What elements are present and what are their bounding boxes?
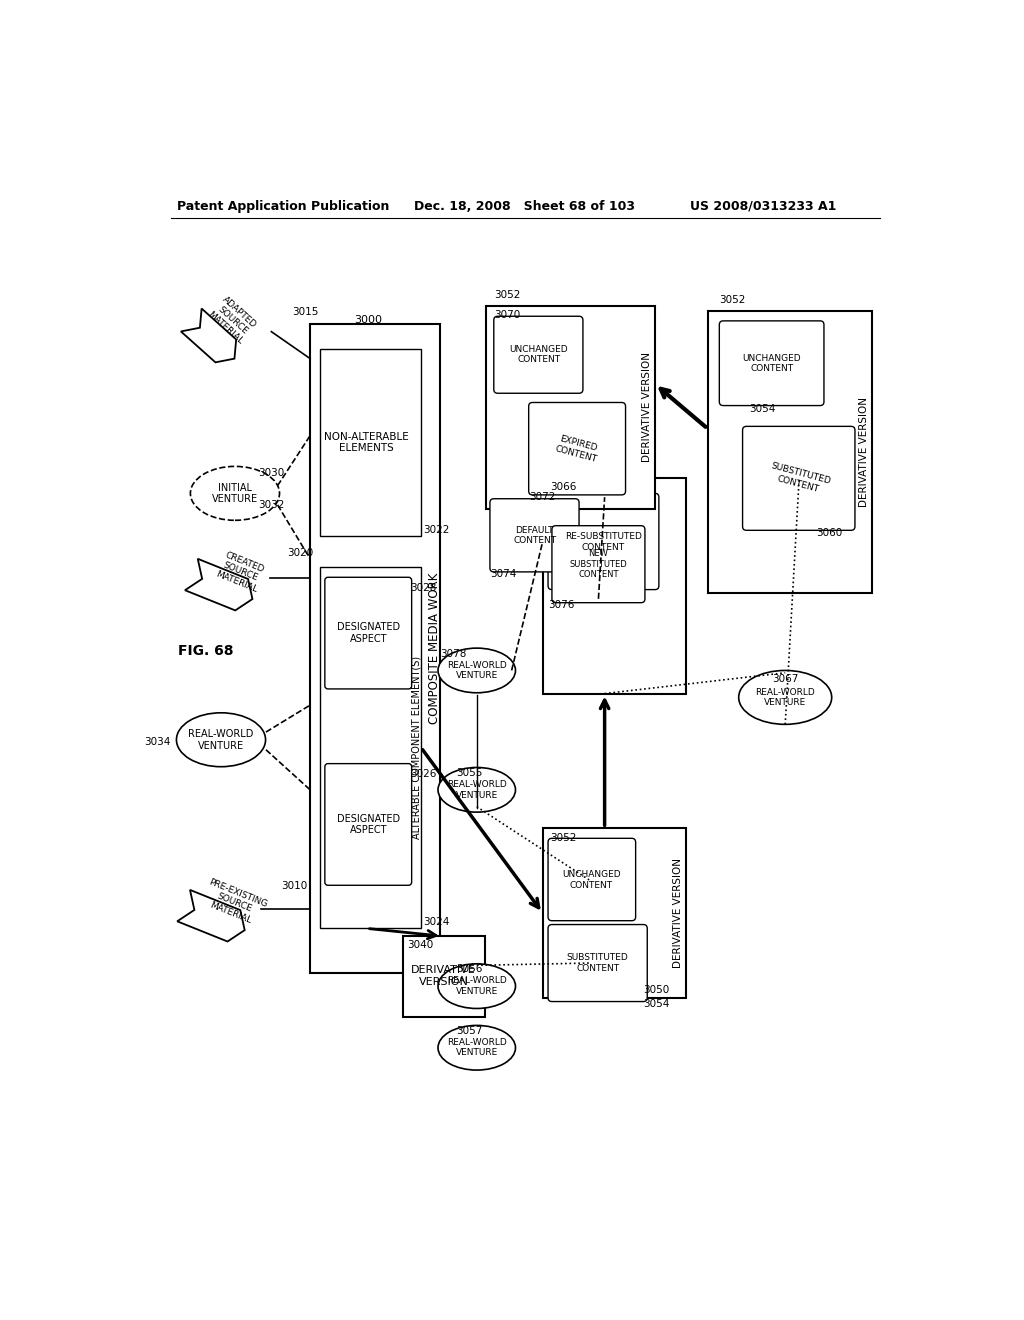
Bar (321, 350, 421, 536)
Text: 3060: 3060 (816, 528, 843, 537)
Text: UNCHANGED
CONTENT: UNCHANGED CONTENT (742, 354, 802, 374)
Text: 3052: 3052 (550, 833, 577, 842)
Text: 3052: 3052 (719, 296, 745, 305)
FancyBboxPatch shape (489, 499, 579, 572)
Text: Dec. 18, 2008   Sheet 68 of 103: Dec. 18, 2008 Sheet 68 of 103 (415, 199, 635, 213)
Text: 3067: 3067 (772, 675, 799, 684)
Text: UNCHANGED
CONTENT: UNCHANGED CONTENT (509, 345, 568, 364)
Text: DESIGNATED
ASPECT: DESIGNATED ASPECT (337, 813, 399, 836)
Text: INITIAL
VENTURE: INITIAL VENTURE (212, 483, 258, 504)
Text: DEFAULT
CONTENT: DEFAULT CONTENT (513, 525, 556, 545)
Ellipse shape (438, 767, 515, 812)
Text: DERIVATIVE VERSION: DERIVATIVE VERSION (642, 352, 652, 462)
FancyBboxPatch shape (548, 838, 636, 921)
Bar (403, 936, 484, 1016)
Text: DESIGNATED
ASPECT: DESIGNATED ASPECT (337, 622, 399, 644)
Text: UNCHANGED
CONTENT: UNCHANGED CONTENT (562, 870, 621, 890)
Text: DERIVATIVE VERSION: DERIVATIVE VERSION (859, 397, 869, 507)
Text: ADAPTED
SOURCE
MATERIAL: ADAPTED SOURCE MATERIAL (206, 294, 259, 346)
Text: PRE-EXISTING
SOURCE
MATERIAL: PRE-EXISTING SOURCE MATERIAL (200, 878, 268, 928)
Text: ALTERABLE COMPONENT ELEMENT(S): ALTERABLE COMPONENT ELEMENT(S) (412, 656, 421, 840)
Text: 3032: 3032 (258, 500, 285, 510)
Bar (486, 306, 655, 508)
Text: 3052: 3052 (494, 290, 520, 301)
Ellipse shape (438, 964, 515, 1008)
Bar (708, 312, 872, 594)
Text: DERIVATIVE
VERSION: DERIVATIVE VERSION (411, 965, 476, 987)
Bar (543, 829, 686, 998)
Text: 3022: 3022 (423, 524, 450, 535)
Text: 3055: 3055 (456, 768, 482, 777)
Text: NEW
SUBSTITUTED
CONTENT: NEW SUBSTITUTED CONTENT (569, 549, 628, 579)
Ellipse shape (738, 671, 831, 725)
Polygon shape (177, 890, 245, 941)
Text: 3076: 3076 (548, 601, 574, 610)
FancyBboxPatch shape (325, 763, 412, 886)
FancyBboxPatch shape (528, 403, 626, 495)
Text: REAL-WORLD
VENTURE: REAL-WORLD VENTURE (446, 1038, 507, 1057)
Text: 3066: 3066 (550, 482, 577, 492)
FancyBboxPatch shape (548, 494, 658, 590)
Text: 3034: 3034 (144, 737, 171, 747)
Text: 3024: 3024 (423, 917, 450, 927)
Text: Patent Application Publication: Patent Application Publication (177, 199, 389, 213)
Text: NON-ALTERABLE
ELEMENTS: NON-ALTERABLE ELEMENTS (325, 432, 409, 453)
Text: FIG. 68: FIG. 68 (178, 644, 233, 659)
Text: 3000: 3000 (354, 315, 382, 325)
Text: 3010: 3010 (282, 880, 307, 891)
Text: EXPIRED
CONTENT: EXPIRED CONTENT (554, 434, 601, 463)
Text: REAL-WORLD
VENTURE: REAL-WORLD VENTURE (756, 688, 815, 708)
Bar (310, 323, 439, 973)
Ellipse shape (438, 648, 515, 693)
FancyBboxPatch shape (548, 924, 647, 1002)
Polygon shape (185, 558, 253, 610)
Text: 3015: 3015 (292, 308, 318, 317)
Text: REAL-WORLD
VENTURE: REAL-WORLD VENTURE (446, 661, 507, 680)
Text: US 2008/0313233 A1: US 2008/0313233 A1 (690, 199, 837, 213)
FancyBboxPatch shape (494, 317, 583, 393)
Bar (321, 566, 421, 928)
Polygon shape (181, 309, 237, 363)
Text: RE-SUBSTITUTED
CONTENT: RE-SUBSTITUTED CONTENT (564, 532, 641, 552)
Bar (543, 478, 686, 693)
FancyBboxPatch shape (552, 525, 645, 603)
Text: 3028: 3028 (410, 583, 436, 593)
Text: 3078: 3078 (440, 648, 467, 659)
Ellipse shape (190, 466, 280, 520)
Text: DERIVATIVE VERSION: DERIVATIVE VERSION (673, 858, 683, 968)
Text: 3056: 3056 (456, 964, 482, 974)
Text: 3074: 3074 (489, 569, 516, 579)
Text: 3026: 3026 (410, 770, 436, 779)
Text: SUBSTITUTED
CONTENT: SUBSTITUTED CONTENT (767, 462, 831, 496)
Text: SUBSTITUTED
CONTENT: SUBSTITUTED CONTENT (566, 953, 629, 973)
Text: 3072: 3072 (528, 492, 555, 502)
Text: 3040: 3040 (407, 940, 433, 950)
Text: 3050: 3050 (643, 985, 670, 995)
Text: CREATED
SOURCE
MATERIAL: CREATED SOURCE MATERIAL (214, 550, 266, 594)
FancyBboxPatch shape (742, 426, 855, 531)
Text: 3054: 3054 (643, 999, 670, 1008)
Text: 3070: 3070 (494, 310, 520, 321)
Text: 3020: 3020 (287, 548, 313, 557)
Ellipse shape (438, 1026, 515, 1071)
FancyBboxPatch shape (719, 321, 824, 405)
Text: COMPOSITE MEDIA WORK: COMPOSITE MEDIA WORK (428, 573, 440, 723)
Ellipse shape (176, 713, 265, 767)
Text: REAL-WORLD
VENTURE: REAL-WORLD VENTURE (446, 977, 507, 995)
Text: REAL-WORLD
VENTURE: REAL-WORLD VENTURE (446, 780, 507, 800)
Text: 3057: 3057 (456, 1026, 482, 1036)
Text: 3030: 3030 (258, 467, 285, 478)
FancyBboxPatch shape (325, 577, 412, 689)
Text: REAL-WORLD
VENTURE: REAL-WORLD VENTURE (188, 729, 254, 751)
Text: 3054: 3054 (749, 404, 775, 414)
